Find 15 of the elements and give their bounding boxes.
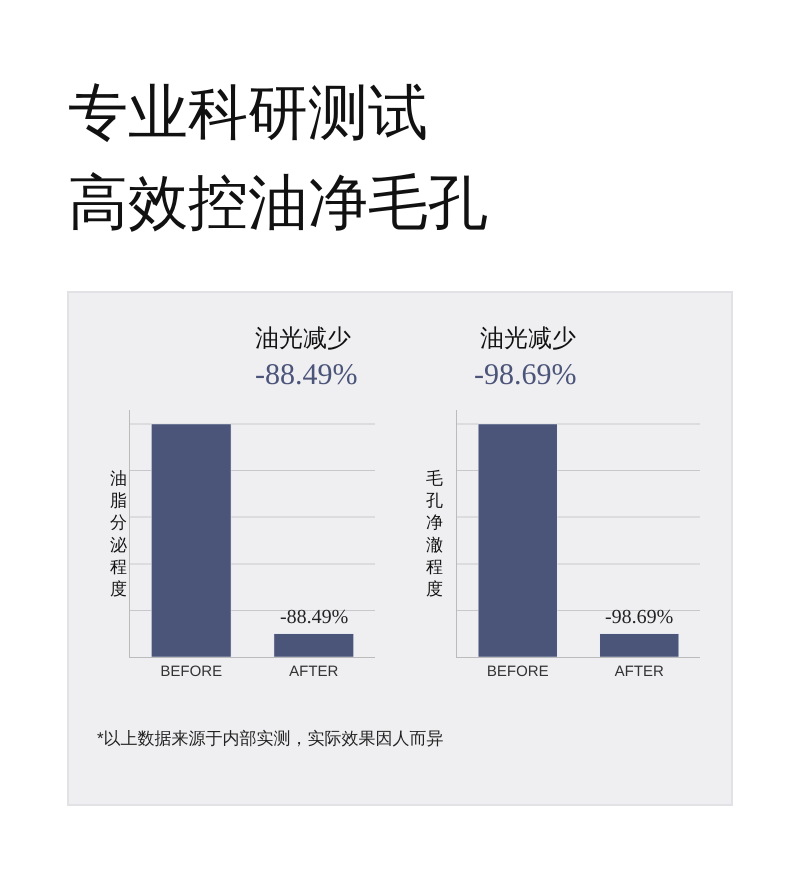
y-axis-title: 油脂分泌程度 (110, 469, 127, 598)
x-tick-label: AFTER (614, 663, 664, 680)
x-tick-label: BEFORE (486, 663, 549, 680)
text: 高效控油净毛孔 (68, 169, 488, 236)
y-axis-title: 毛孔净澈程度 (426, 469, 443, 598)
text: 专业科研测试 (68, 79, 428, 146)
chart-subtitle: -98.69% (474, 358, 576, 391)
annotation: -98.69% (605, 606, 674, 628)
chart-subtitle: -88.49% (255, 358, 358, 391)
x-tick-label: AFTER (289, 663, 338, 680)
chart-title: 油光减少 (480, 325, 576, 352)
text: *以上数据来源于内部实测，实际效果因人而异 (97, 729, 444, 748)
annotation: -88.49% (280, 606, 348, 628)
x-tick-label: BEFORE (160, 663, 222, 680)
chart-title: 油光减少 (255, 325, 351, 352)
